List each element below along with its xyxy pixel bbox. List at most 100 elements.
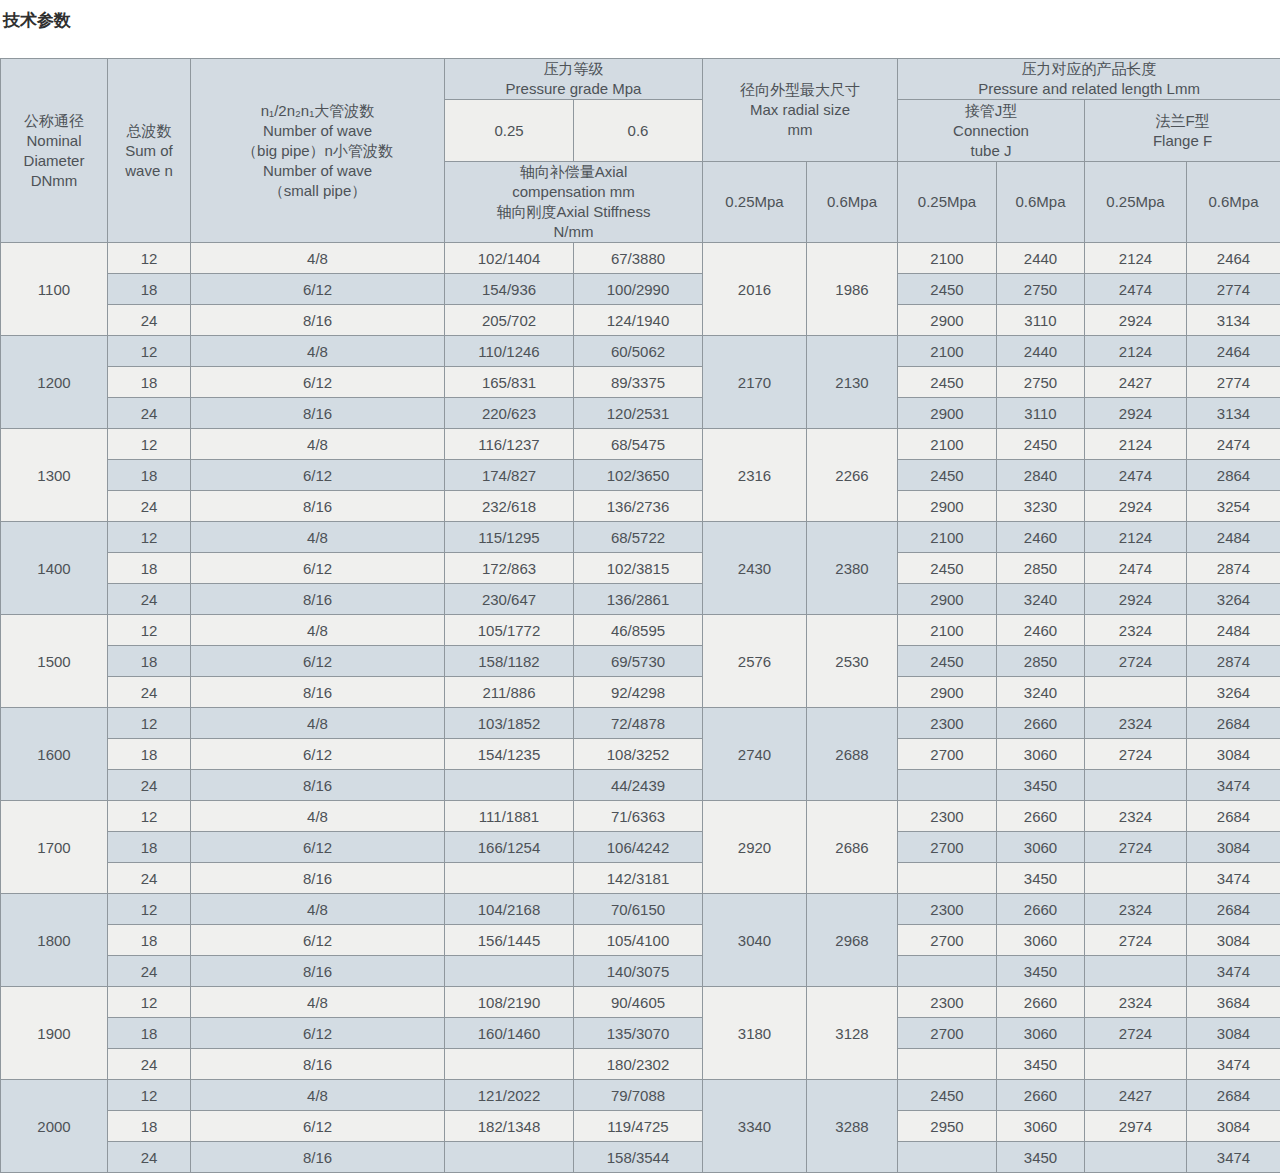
waves-cell: 18 bbox=[108, 739, 191, 770]
wave-split-cell: 8/16 bbox=[191, 1142, 445, 1173]
j-025-cell: 2950 bbox=[898, 1111, 997, 1142]
f-06-cell: 3474 bbox=[1187, 770, 1280, 801]
axial-06-cell: 70/6150 bbox=[574, 894, 703, 925]
f-025-cell: 2474 bbox=[1085, 274, 1187, 305]
j-06-cell: 3450 bbox=[997, 1049, 1085, 1080]
radial-025-cell: 2016 bbox=[703, 243, 807, 336]
f-025-cell: 2474 bbox=[1085, 553, 1187, 584]
radial-025-cell: 3040 bbox=[703, 894, 807, 987]
radial-06-cell: 3288 bbox=[807, 1080, 898, 1173]
table-row: 1400124/8115/129568/57222430238021002460… bbox=[1, 522, 1280, 553]
f-025-cell: 2924 bbox=[1085, 491, 1187, 522]
waves-cell: 18 bbox=[108, 274, 191, 305]
table-row: 186/12154/1235108/32522700306027243084 bbox=[1, 739, 1280, 770]
j-06-cell: 3450 bbox=[997, 1142, 1085, 1173]
j-025-cell: 2700 bbox=[898, 1018, 997, 1049]
f-06-cell: 3254 bbox=[1187, 491, 1280, 522]
f-06-cell: 3084 bbox=[1187, 832, 1280, 863]
axial-025-cell: 230/647 bbox=[445, 584, 574, 615]
j-06-cell: 2850 bbox=[997, 553, 1085, 584]
radial-06-cell: 2968 bbox=[807, 894, 898, 987]
j-025-cell: 2100 bbox=[898, 429, 997, 460]
j-06-cell: 3450 bbox=[997, 770, 1085, 801]
j-06-cell: 3450 bbox=[997, 863, 1085, 894]
header-radial-025mpa: 0.25Mpa bbox=[703, 162, 807, 243]
table-row: 1300124/8116/123768/54752316226621002450… bbox=[1, 429, 1280, 460]
waves-cell: 12 bbox=[108, 615, 191, 646]
dn-cell: 1600 bbox=[1, 708, 108, 801]
header-radial-06mpa: 0.6Mpa bbox=[807, 162, 898, 243]
f-06-cell: 2464 bbox=[1187, 243, 1280, 274]
f-06-cell: 2474 bbox=[1187, 429, 1280, 460]
axial-06-cell: 180/2302 bbox=[574, 1049, 703, 1080]
axial-025-cell: 105/1772 bbox=[445, 615, 574, 646]
table-row: 248/16211/88692/4298290032403264 bbox=[1, 677, 1280, 708]
axial-025-cell: 158/1182 bbox=[445, 646, 574, 677]
waves-cell: 18 bbox=[108, 367, 191, 398]
j-06-cell: 2460 bbox=[997, 615, 1085, 646]
j-025-cell: 2100 bbox=[898, 522, 997, 553]
j-06-cell: 2850 bbox=[997, 646, 1085, 677]
axial-025-cell: 108/2190 bbox=[445, 987, 574, 1018]
axial-025-cell: 154/1235 bbox=[445, 739, 574, 770]
f-06-cell: 2774 bbox=[1187, 367, 1280, 398]
j-06-cell: 3060 bbox=[997, 739, 1085, 770]
j-06-cell: 2450 bbox=[997, 429, 1085, 460]
table-row: 186/12165/83189/33752450275024272774 bbox=[1, 367, 1280, 398]
axial-06-cell: 108/3252 bbox=[574, 739, 703, 770]
j-025-cell: 2300 bbox=[898, 708, 997, 739]
waves-cell: 18 bbox=[108, 832, 191, 863]
j-06-cell: 3450 bbox=[997, 956, 1085, 987]
f-025-cell: 2924 bbox=[1085, 398, 1187, 429]
waves-cell: 24 bbox=[108, 398, 191, 429]
j-06-cell: 2660 bbox=[997, 894, 1085, 925]
header-flange-f: 法兰F型 Flange F bbox=[1085, 100, 1280, 162]
radial-025-cell: 2430 bbox=[703, 522, 807, 615]
page: 技术参数 公称通径 Nominal Diameter DNmm 总波数 Sum … bbox=[0, 0, 1280, 1175]
f-025-cell: 2724 bbox=[1085, 832, 1187, 863]
axial-025-cell: 165/831 bbox=[445, 367, 574, 398]
j-025-cell: 2100 bbox=[898, 336, 997, 367]
axial-06-cell: 105/4100 bbox=[574, 925, 703, 956]
f-06-cell: 2684 bbox=[1187, 801, 1280, 832]
waves-cell: 18 bbox=[108, 925, 191, 956]
table-row: 248/16158/354434503474 bbox=[1, 1142, 1280, 1173]
header-nominal-diameter: 公称通径 Nominal Diameter DNmm bbox=[1, 59, 108, 243]
j-06-cell: 3240 bbox=[997, 677, 1085, 708]
axial-06-cell: 140/3075 bbox=[574, 956, 703, 987]
waves-cell: 12 bbox=[108, 894, 191, 925]
f-025-cell: 2124 bbox=[1085, 522, 1187, 553]
axial-025-cell: 154/936 bbox=[445, 274, 574, 305]
f-06-cell: 3084 bbox=[1187, 1018, 1280, 1049]
table-row: 1900124/8108/219090/46053180312823002660… bbox=[1, 987, 1280, 1018]
f-025-cell bbox=[1085, 956, 1187, 987]
axial-06-cell: 124/1940 bbox=[574, 305, 703, 336]
header-sum-of-wave: 总波数 Sum of wave n bbox=[108, 59, 191, 243]
axial-06-cell: 46/8595 bbox=[574, 615, 703, 646]
header-j-025mpa: 0.25Mpa bbox=[898, 162, 997, 243]
f-06-cell: 2484 bbox=[1187, 615, 1280, 646]
j-025-cell bbox=[898, 1049, 997, 1080]
table-row: 248/16232/618136/27362900323029243254 bbox=[1, 491, 1280, 522]
f-06-cell: 3084 bbox=[1187, 925, 1280, 956]
axial-025-cell: 160/1460 bbox=[445, 1018, 574, 1049]
radial-06-cell: 2686 bbox=[807, 801, 898, 894]
waves-cell: 18 bbox=[108, 1111, 191, 1142]
radial-06-cell: 1986 bbox=[807, 243, 898, 336]
axial-025-cell: 110/1246 bbox=[445, 336, 574, 367]
table-row: 248/16140/307534503474 bbox=[1, 956, 1280, 987]
waves-cell: 12 bbox=[108, 429, 191, 460]
table-row: 1100124/8102/140467/38802016198621002440… bbox=[1, 243, 1280, 274]
j-025-cell bbox=[898, 863, 997, 894]
f-06-cell: 3474 bbox=[1187, 1049, 1280, 1080]
waves-cell: 12 bbox=[108, 708, 191, 739]
j-025-cell bbox=[898, 1142, 997, 1173]
wave-split-cell: 4/8 bbox=[191, 708, 445, 739]
wave-split-cell: 6/12 bbox=[191, 553, 445, 584]
radial-025-cell: 2740 bbox=[703, 708, 807, 801]
dn-cell: 1300 bbox=[1, 429, 108, 522]
j-025-cell: 2450 bbox=[898, 646, 997, 677]
wave-split-cell: 4/8 bbox=[191, 336, 445, 367]
axial-06-cell: 119/4725 bbox=[574, 1111, 703, 1142]
j-025-cell: 2450 bbox=[898, 274, 997, 305]
